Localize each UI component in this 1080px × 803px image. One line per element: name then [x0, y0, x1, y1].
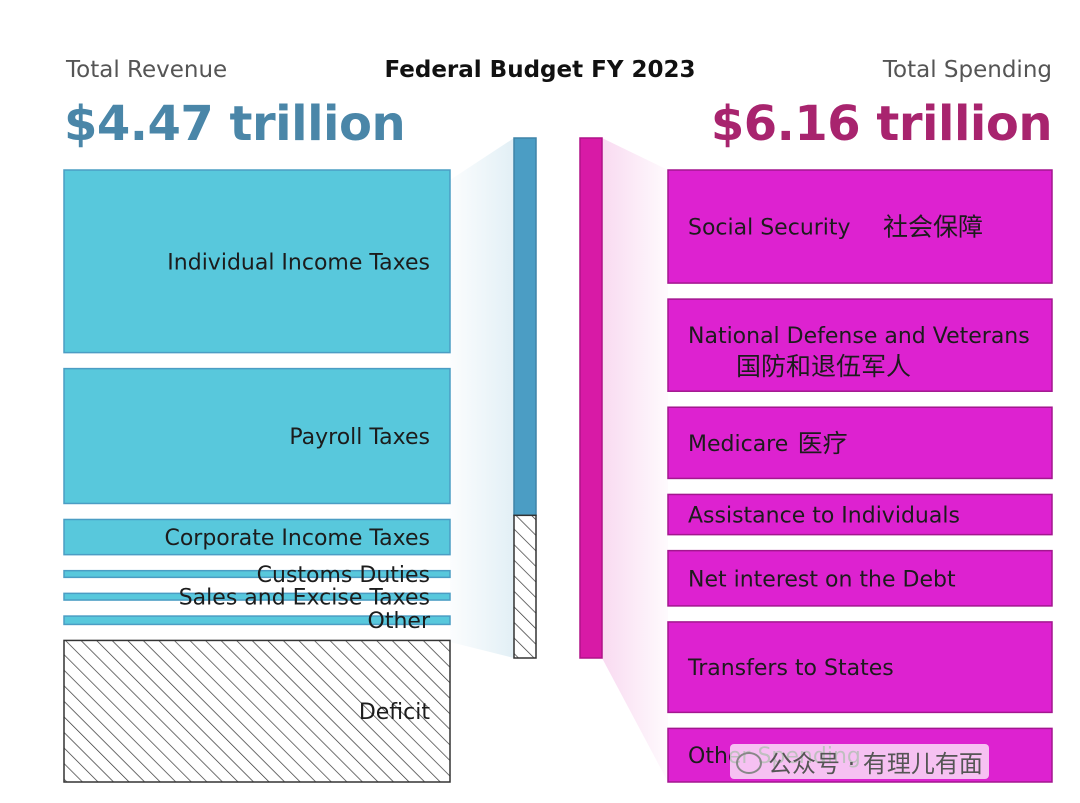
bar-individual-income-taxes — [63, 169, 451, 354]
column-revenue — [513, 137, 537, 517]
column-spending — [579, 137, 603, 659]
label-transfers-to-states: Transfers to States — [687, 656, 894, 681]
label-medicare: Medicare — [688, 432, 788, 457]
spending-flow-band — [602, 138, 668, 782]
bar-transfers-to-states — [667, 621, 1053, 714]
bar-assistance-to-individuals — [667, 493, 1053, 536]
bar-medicare — [667, 406, 1053, 480]
label-individual-income-taxes: Individual Income Taxes — [167, 250, 430, 275]
bar-social-security — [667, 169, 1053, 284]
watermark: 公众号 · 有理儿有面 — [730, 744, 989, 779]
bar-national-defense-and-veterans — [667, 298, 1053, 392]
wechat-icon — [736, 752, 762, 774]
label-sales-and-excise-taxes: Sales and Excise Taxes — [179, 586, 430, 611]
total-revenue-label: Total Revenue — [66, 57, 228, 83]
label-cn-national-defense-and-veterans: 国防和退伍军人 — [736, 352, 911, 381]
label-cn-social-security: 社会保障 — [883, 213, 983, 242]
label-corporate-income-taxes: Corporate Income Taxes — [164, 526, 430, 551]
bar-deficit — [63, 639, 451, 783]
label-other: Other — [368, 609, 431, 634]
label-assistance-to-individuals: Assistance to Individuals — [688, 504, 960, 529]
column-deficit — [513, 514, 537, 659]
total-spending-value: $6.16 trillion — [710, 96, 1053, 152]
label-deficit: Deficit — [359, 700, 431, 725]
watermark-text: 公众号 · 有理儿有面 — [768, 750, 983, 778]
bar-net-interest-on-the-debt — [667, 549, 1053, 607]
label-cn-medicare: 医疗 — [798, 429, 848, 458]
label-customs-duties: Customs Duties — [257, 563, 430, 588]
total-spending-label: Total Spending — [882, 57, 1052, 83]
label-payroll-taxes: Payroll Taxes — [289, 425, 430, 450]
label-national-defense-and-veterans: National Defense and Veterans — [688, 324, 1030, 349]
total-revenue-value: $4.47 trillion — [64, 96, 406, 152]
label-social-security: Social Security — [688, 216, 851, 241]
chart-title: Federal Budget FY 2023 — [384, 57, 696, 83]
revenue-flow-band — [450, 138, 514, 658]
bar-corporate-income-taxes — [63, 518, 451, 556]
label-net-interest-on-the-debt: Net interest on the Debt — [688, 567, 956, 592]
